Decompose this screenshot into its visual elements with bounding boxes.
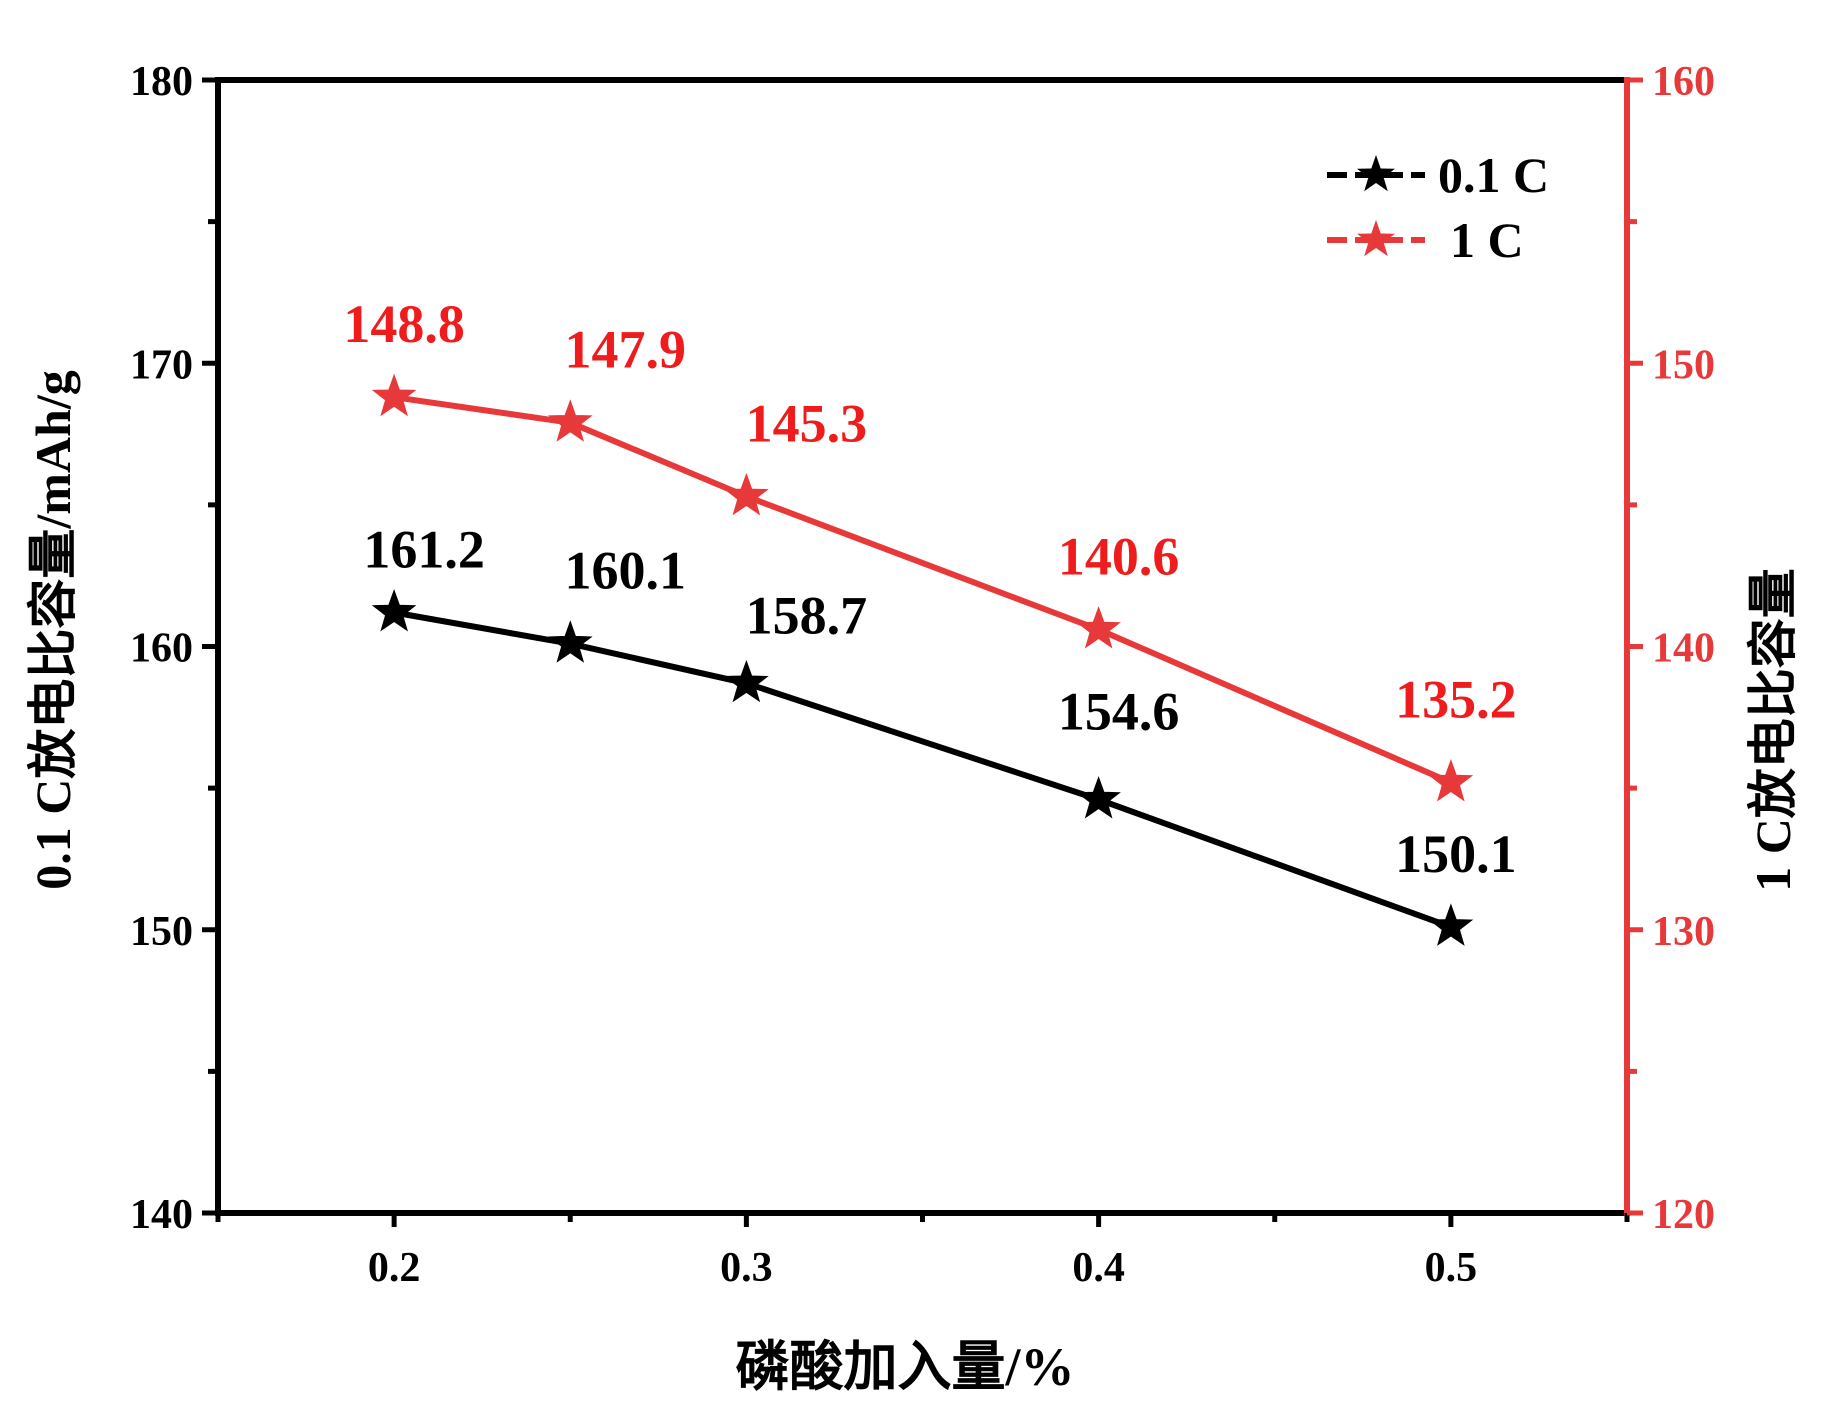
legend-item: 1 C [1327, 212, 1524, 268]
series-layer: 161.2 160.1 158.7 154.6 150.1 148.8 147.9 145.3… [343, 294, 1517, 946]
y2-tick-label: 120 [1652, 1192, 1715, 1238]
data-point-star [724, 472, 769, 516]
data-point-star [1076, 606, 1121, 649]
y2-tick-label: 150 [1652, 342, 1715, 388]
axes-layer [215, 77, 1630, 1216]
data-label: 148.8 [343, 294, 465, 354]
ticks-layer: 0.2 0.3 0.4 0.5 140 150 160 170 180 120 130 140 150 1… [130, 59, 1715, 1291]
legend: 0.1 C 1 C [1327, 147, 1549, 268]
data-label: 140.6 [1058, 527, 1180, 587]
data-point-star [1428, 903, 1474, 946]
legend-item: 0.1 C [1327, 147, 1549, 203]
legend-label: 0.1 C [1438, 147, 1549, 203]
legend-label: 1 C [1450, 212, 1524, 268]
legend-star-icon [1357, 220, 1395, 257]
data-label: 158.7 [746, 585, 868, 645]
x-tick-label: 0.4 [1072, 1245, 1125, 1291]
x-tick-label: 0.5 [1425, 1245, 1478, 1291]
data-label: 145.3 [746, 393, 868, 453]
x-tick-label: 0.3 [720, 1245, 773, 1291]
y-axis-title: 0.1 C放电比容量/mAh/g [25, 370, 81, 889]
series-1: 148.8 147.9 145.3 140.6 135.2 [343, 294, 1517, 802]
data-point-star [724, 659, 769, 703]
data-point-star [371, 373, 417, 417]
y2-tick-label: 130 [1652, 909, 1715, 955]
y-tick-label: 170 [130, 342, 193, 388]
data-label: 135.2 [1395, 669, 1517, 729]
data-label: 160.1 [565, 541, 687, 601]
y-tick-label: 180 [130, 59, 193, 105]
data-point-star [547, 399, 593, 442]
y2-tick-label: 160 [1652, 59, 1715, 105]
x-axis-title: 磷酸加入量/% [735, 1337, 1074, 1397]
y2-axis-title: 1 C放电比容量 [1745, 568, 1801, 892]
data-label: 154.6 [1058, 681, 1180, 741]
data-label: 147.9 [565, 320, 687, 380]
data-point-star [1076, 776, 1121, 819]
data-point-star [547, 620, 593, 663]
legend-star-icon [1357, 155, 1395, 192]
series-0: 161.2 160.1 158.7 154.6 150.1 [363, 520, 1517, 946]
x-tick-label: 0.2 [368, 1245, 421, 1291]
y-tick-label: 140 [130, 1192, 193, 1238]
data-label: 150.1 [1395, 824, 1517, 884]
y-tick-label: 150 [130, 909, 193, 955]
series-line [393, 394, 1453, 786]
y2-tick-label: 140 [1652, 626, 1715, 672]
data-point-star [1428, 759, 1474, 802]
series-line [393, 609, 1452, 930]
y-tick-label: 160 [130, 626, 193, 672]
data-point-star [371, 589, 417, 632]
data-label: 161.2 [363, 520, 485, 580]
